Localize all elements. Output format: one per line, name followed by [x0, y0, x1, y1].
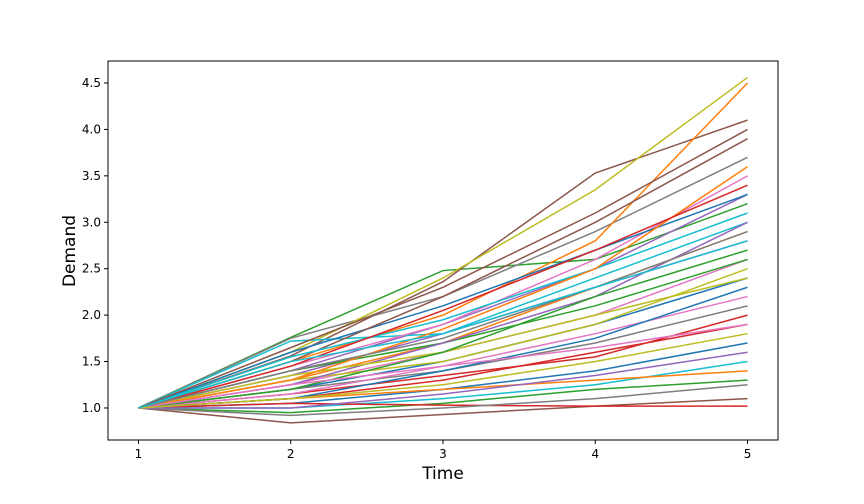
y-tick-label: 2.5: [82, 262, 101, 276]
series-line: [138, 384, 748, 417]
x-tick-label: 5: [744, 447, 752, 461]
series-line: [138, 119, 748, 409]
series-line: [138, 212, 748, 409]
series-line: [138, 128, 748, 409]
series-line: [138, 397, 748, 424]
series-line: [138, 165, 748, 409]
y-tick-label: 3.0: [82, 215, 101, 229]
series-line: [138, 402, 748, 409]
x-axis-label: Time: [421, 464, 464, 484]
axes-frame: [107, 60, 779, 441]
series-line: [138, 323, 748, 409]
series-line: [138, 379, 748, 414]
y-tick-label: 2.0: [82, 308, 101, 322]
series-line: [138, 230, 748, 409]
y-tick-label: 4.5: [82, 76, 101, 90]
plot-area: [138, 76, 749, 424]
x-tick-label: 1: [135, 447, 143, 461]
y-tick-label: 1.0: [82, 401, 101, 415]
series-line: [138, 351, 748, 409]
x-tick-label: 2: [287, 447, 295, 461]
series-line: [138, 249, 748, 409]
x-tick-label: 4: [591, 447, 599, 461]
y-tick-label: 1.5: [82, 355, 101, 369]
series-line: [138, 175, 748, 409]
y-tick-label: 4.0: [82, 122, 101, 136]
y-tick-label: 3.5: [82, 169, 101, 183]
series-line: [138, 76, 748, 409]
series-line: [138, 193, 748, 409]
series-line: [138, 184, 748, 409]
y-axis-label: Demand: [60, 215, 80, 287]
series-line: [138, 332, 748, 409]
x-tick-label: 3: [439, 447, 447, 461]
series-line: [138, 240, 748, 409]
